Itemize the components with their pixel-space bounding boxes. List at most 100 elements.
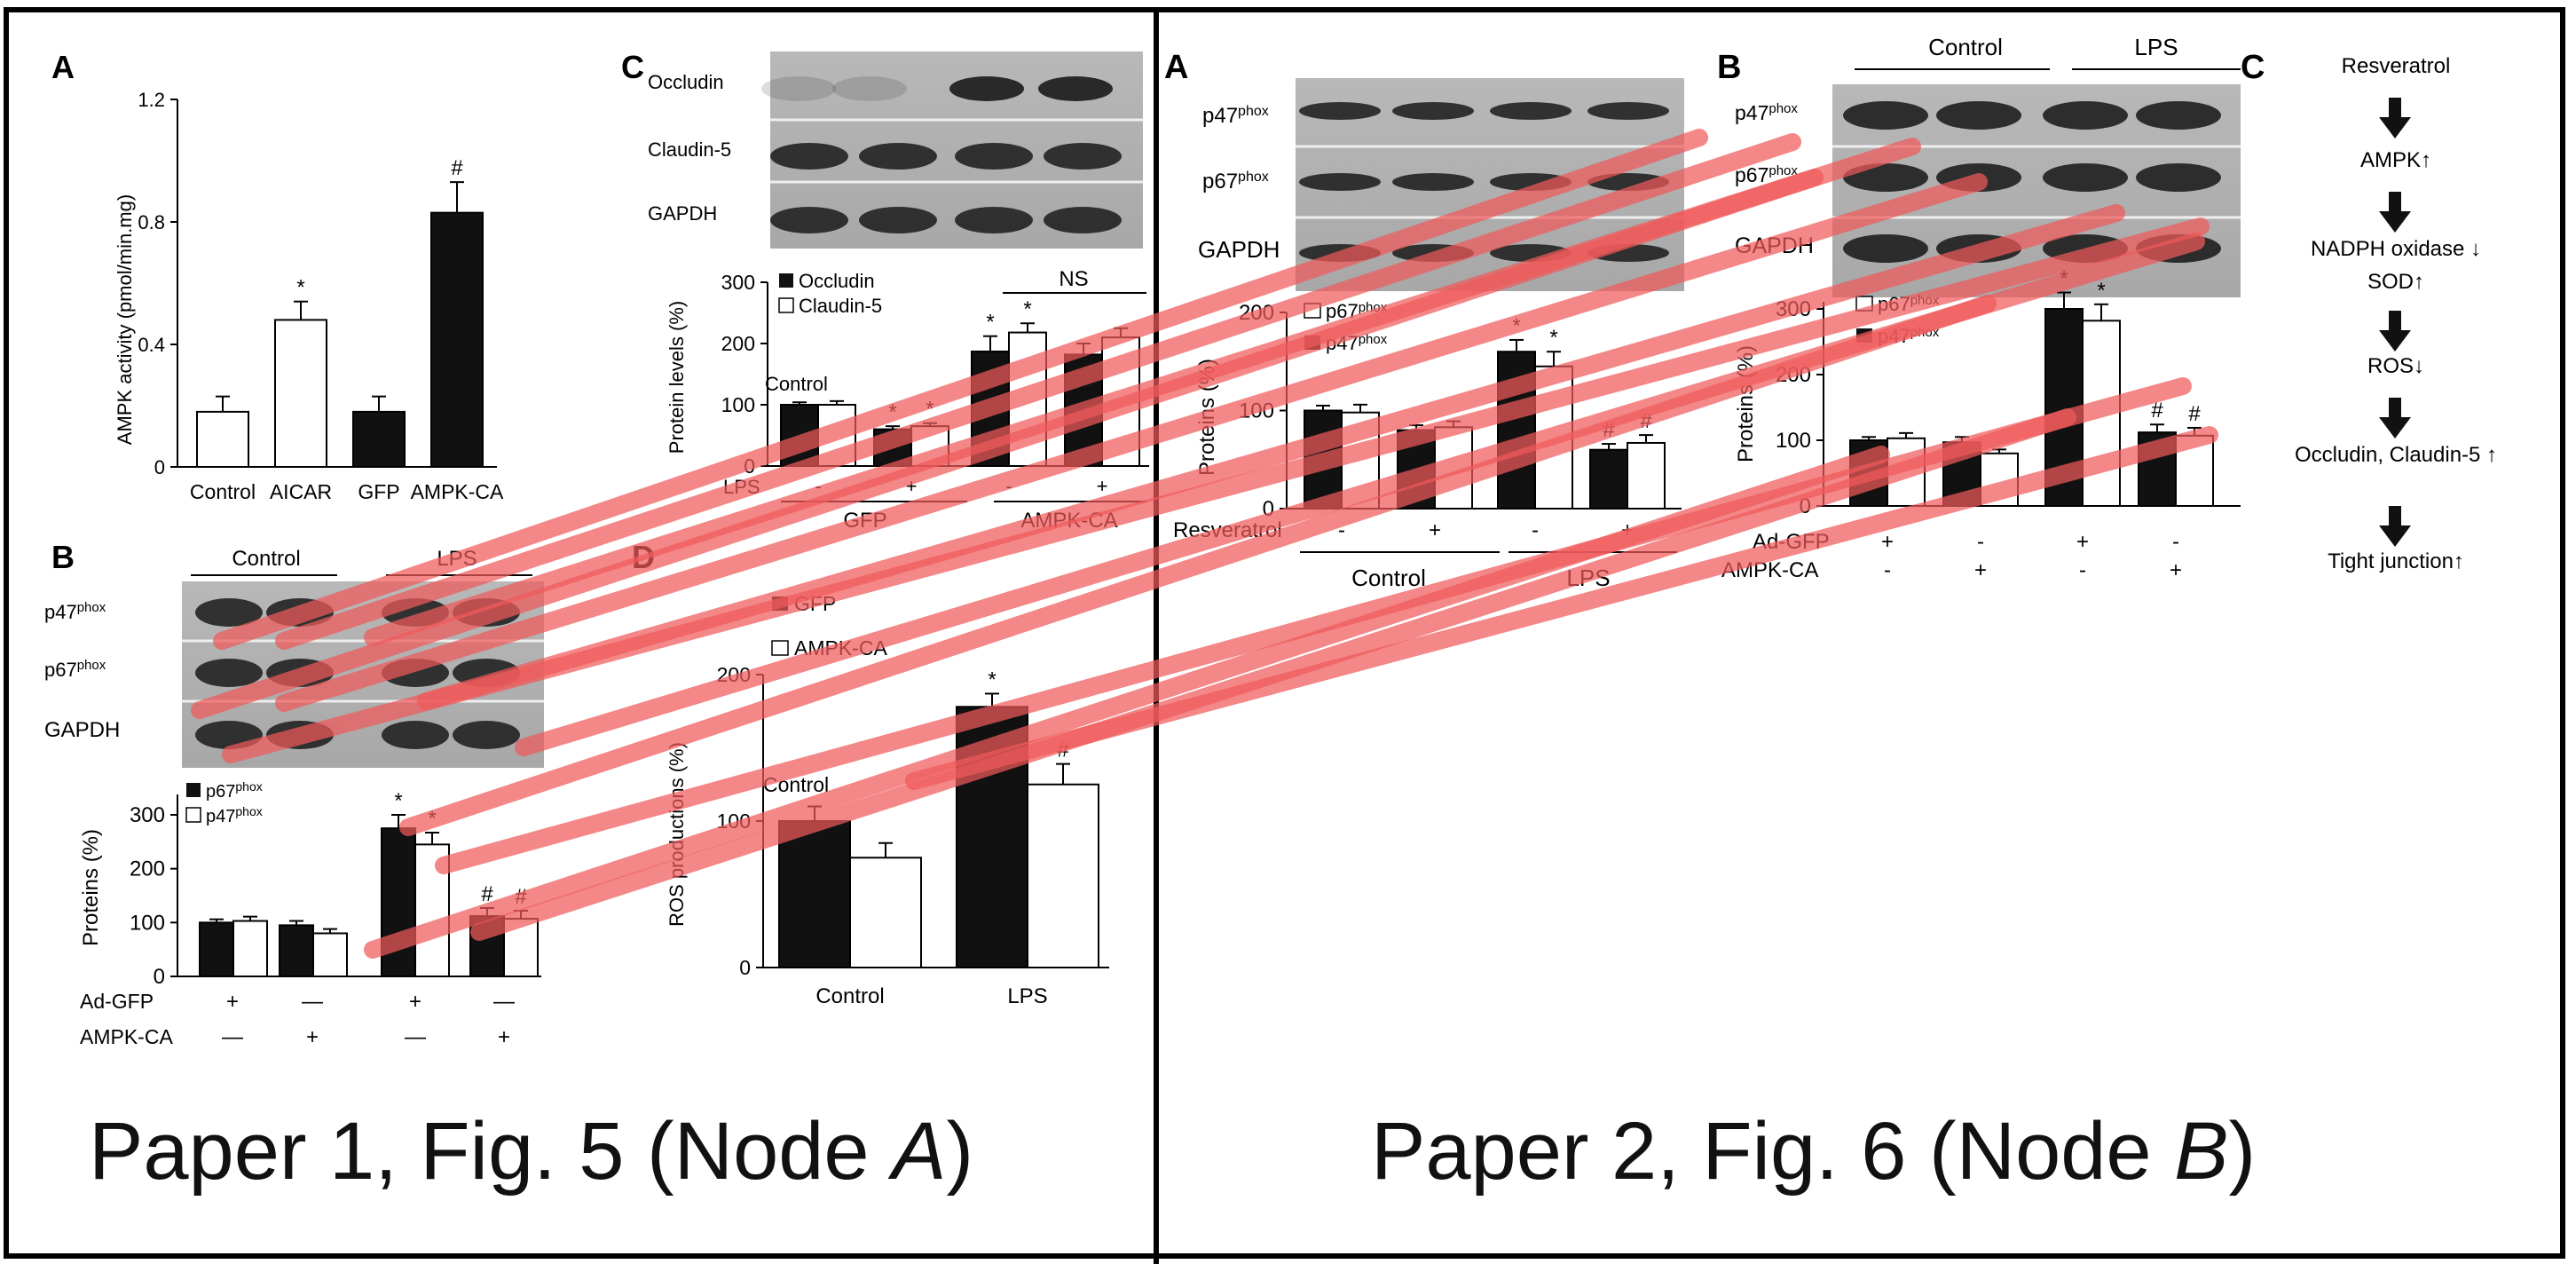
overlay-line xyxy=(213,129,1708,650)
p2-b-ylabel: Proteins (%) xyxy=(1734,345,1758,462)
p1-b-group-control: Control xyxy=(232,547,300,571)
flow-arrow-head xyxy=(2379,330,2411,352)
y-tick-label: 300 xyxy=(721,271,755,294)
sign-label: - xyxy=(1977,530,1984,554)
bar xyxy=(1027,783,1099,968)
significance-mark: * xyxy=(394,789,402,813)
overlay-line xyxy=(399,295,1997,836)
p1-b-legend-p47: p47phox xyxy=(206,804,263,826)
blot-band xyxy=(453,721,520,749)
sign-label: - xyxy=(1884,558,1891,582)
flow-arrow-shaft xyxy=(2389,98,2401,119)
y-tick-label: 200 xyxy=(721,332,755,355)
bar xyxy=(430,211,484,468)
significance-mark: * xyxy=(1023,297,1031,321)
sign-label: + xyxy=(409,990,421,1014)
sign-label: - xyxy=(1338,518,1345,542)
flow-arrow-shaft xyxy=(2389,311,2401,332)
bar xyxy=(196,410,249,468)
sign-label: — xyxy=(493,990,515,1014)
p1-d-legend-swatch-white xyxy=(771,640,789,656)
x-tick-label: Control xyxy=(815,984,884,1008)
p2-b-blot-label-p47: p47phox xyxy=(1735,101,1798,124)
sign-label: + xyxy=(2170,558,2182,582)
p1-blot-c: Occludin Claudin-5 GAPDH xyxy=(648,51,1143,249)
caption-right: Paper 2, Fig. 6 (Node B) xyxy=(1371,1106,2257,1197)
blot-band xyxy=(859,143,937,170)
overlay-line xyxy=(905,426,2218,790)
p1-c-blot-label-occludin: Occludin xyxy=(648,71,724,93)
flow-step: NADPH oxidase ↓ xyxy=(2311,237,2481,261)
p2-a-blot-label-gapdh: GAPDH xyxy=(1198,236,1280,263)
overlay-line xyxy=(275,133,1801,650)
sign-label: - xyxy=(815,475,821,497)
bar xyxy=(274,319,327,468)
sign-label: + xyxy=(498,1025,510,1049)
p2-b-group-lps: LPS xyxy=(2134,34,2178,60)
flow-arrow-head xyxy=(2379,211,2411,233)
p1-d-ylabel: ROS productions (%) xyxy=(666,742,688,927)
sign-label: — xyxy=(302,990,323,1014)
bar xyxy=(199,921,234,978)
sign-label: + xyxy=(1097,475,1108,497)
p1-a-ylabel: AMPK activity (pmol/min.mg) xyxy=(114,194,136,445)
p1-c-ylabel: Protein levels (%) xyxy=(666,301,688,454)
bar xyxy=(279,924,314,978)
p1-chart-a: AMPK activity (pmol/min.mg) 0 0.4 0.8 1.2 C… xyxy=(114,89,504,503)
flow-arrow-head xyxy=(2379,117,2411,138)
blot-band xyxy=(1299,102,1381,120)
overlay-line xyxy=(222,217,2210,763)
y-tick-label: 0.4 xyxy=(138,334,165,356)
significance-mark: * xyxy=(2097,279,2105,303)
p1-b-blot-label-gapdh: GAPDH xyxy=(44,718,120,742)
blot-band xyxy=(382,721,449,749)
significance-mark: # xyxy=(2188,402,2201,426)
x-tick-label: AMPK-CA xyxy=(411,480,504,503)
blot-band xyxy=(1490,102,1572,120)
y-tick-label: 100 xyxy=(130,911,165,935)
caption-left: Paper 1, Fig. 5 (Node A) xyxy=(89,1106,974,1197)
bar xyxy=(1627,441,1666,510)
sign-label: + xyxy=(306,1025,319,1049)
blot-band xyxy=(1392,102,1474,120)
bar xyxy=(778,820,851,968)
flow-step: Occludin, Claudin-5 ↑ xyxy=(2295,443,2497,467)
significance-mark: * xyxy=(986,311,994,335)
significance-mark: * xyxy=(1549,326,1557,350)
flow-arrow-head xyxy=(2379,525,2411,547)
p1-b-legend-p67: p67phox xyxy=(206,779,263,802)
p2-panel-b-label: B xyxy=(1717,49,1741,86)
p1-c-control-label: Control xyxy=(765,373,828,395)
blot-band xyxy=(1843,101,1928,130)
blot-band xyxy=(770,143,848,170)
significance-mark: * xyxy=(988,668,996,691)
y-tick-label: 1.2 xyxy=(138,89,165,111)
p1-c-ns-label: NS xyxy=(1059,267,1088,291)
significance-mark: * xyxy=(926,398,934,422)
flow-step: Resveratrol xyxy=(2342,54,2451,78)
p1-panel-c-label: C xyxy=(621,49,644,85)
p1-c-legend-occludin: Occludin xyxy=(799,270,875,292)
blot-band xyxy=(2136,163,2221,192)
blot-band xyxy=(1299,173,1381,191)
blot-band xyxy=(1936,101,2021,130)
flow-arrow-shaft xyxy=(2389,398,2401,419)
blot-band xyxy=(2043,163,2128,192)
p1-panel-a-label: A xyxy=(51,49,75,85)
y-tick-label: 0 xyxy=(739,956,751,979)
p1-b-ylabel: Proteins (%) xyxy=(79,829,103,946)
p1-panel-b-label: B xyxy=(51,539,75,575)
p1-c-blot-label-claudin: Claudin-5 xyxy=(648,138,731,161)
y-tick-label: 300 xyxy=(130,803,165,827)
significance-mark: * xyxy=(296,276,304,300)
sign-label: - xyxy=(1532,518,1539,542)
bar xyxy=(1589,448,1628,510)
overlay-lines xyxy=(191,129,2218,959)
sign-label: - xyxy=(2172,530,2179,554)
p1-c-legend-swatch-black xyxy=(779,273,793,288)
significance-mark: # xyxy=(2151,399,2163,423)
y-tick-label: 0.8 xyxy=(138,211,165,233)
sign-label: + xyxy=(1974,558,1987,582)
p1-b-legend-swatch-white xyxy=(185,807,201,823)
p2-panel-c-label: C xyxy=(2241,49,2265,86)
